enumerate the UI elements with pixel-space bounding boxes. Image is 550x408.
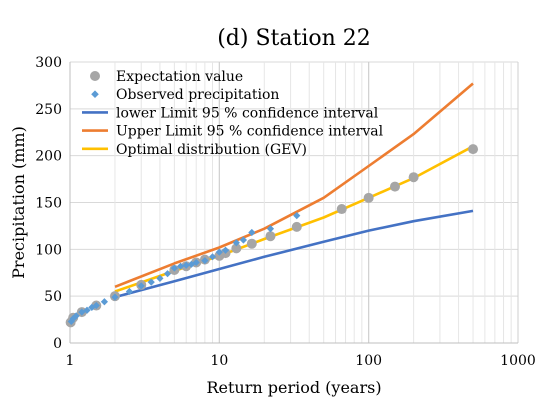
legend-label: Upper Limit 95 % confidence interval bbox=[116, 124, 384, 140]
observed-point bbox=[170, 264, 178, 272]
grid bbox=[69, 61, 519, 344]
y-tick-label: 300 bbox=[35, 55, 62, 71]
x-axis-label: Return period (years) bbox=[206, 378, 381, 397]
series-line bbox=[114, 209, 474, 299]
observed-point bbox=[208, 253, 217, 261]
observed-point bbox=[78, 308, 86, 316]
observed-point bbox=[92, 301, 100, 310]
legend-label: lower Limit 95 % confidence interval bbox=[116, 105, 379, 121]
legend-swatch-circle bbox=[90, 71, 100, 81]
observed-point bbox=[147, 278, 155, 286]
observed-point bbox=[248, 228, 256, 237]
y-tick-label: 250 bbox=[35, 102, 62, 118]
expectation-point bbox=[291, 221, 302, 232]
observed-point bbox=[125, 287, 134, 296]
y-axis-label: Precipitation (mm) bbox=[9, 126, 28, 279]
observed-point bbox=[192, 258, 200, 267]
legend-label: Observed precipitation bbox=[116, 87, 279, 103]
legend-swatch-diamond bbox=[91, 90, 99, 98]
y-tick-label: 50 bbox=[44, 289, 62, 305]
expectation-point bbox=[408, 172, 419, 183]
observed-point bbox=[83, 306, 91, 314]
observed-point bbox=[100, 298, 109, 306]
expectation-point bbox=[265, 231, 276, 242]
legend-label: Optimal distribution (GEV) bbox=[116, 142, 307, 158]
y-tick-label: 200 bbox=[35, 149, 62, 165]
legend: Expectation value Observed precipitation l… bbox=[82, 69, 384, 158]
observed-point bbox=[156, 274, 164, 282]
observed-point bbox=[201, 256, 209, 265]
series-layer bbox=[65, 82, 479, 328]
y-tick-label: 0 bbox=[53, 336, 62, 352]
y-tick-label: 150 bbox=[35, 196, 62, 212]
x-tick-label: 100 bbox=[355, 353, 382, 369]
expectation-point bbox=[363, 192, 374, 203]
axes bbox=[69, 62, 518, 344]
observed-point bbox=[163, 270, 172, 278]
chart-title: (d) Station 22 bbox=[217, 26, 371, 51]
tick-labels: 0 50 100 150 200 250 300 1 10 100 1000 bbox=[35, 55, 536, 369]
observed-point bbox=[72, 312, 80, 320]
y-tick-label: 100 bbox=[35, 242, 62, 258]
observed-point bbox=[215, 248, 223, 256]
expectation-point bbox=[389, 181, 400, 192]
observed-point bbox=[221, 246, 230, 254]
observed-point bbox=[182, 261, 190, 269]
observed-point bbox=[111, 293, 119, 301]
observed-point bbox=[266, 225, 275, 233]
expectation-point bbox=[336, 204, 347, 215]
legend-label: Expectation value bbox=[116, 69, 243, 85]
observed-point bbox=[232, 239, 240, 247]
x-tick-label: 10 bbox=[210, 353, 228, 369]
x-tick-label: 1 bbox=[66, 353, 75, 369]
x-tick-label: 1000 bbox=[500, 353, 536, 369]
observed-point bbox=[239, 236, 248, 244]
series-line bbox=[114, 82, 474, 289]
expectation-point bbox=[231, 243, 242, 254]
observed-point bbox=[137, 282, 145, 290]
observed-point bbox=[176, 262, 185, 270]
expectation-point bbox=[468, 144, 479, 155]
observed-point bbox=[88, 303, 96, 312]
expectation-point bbox=[246, 238, 257, 249]
observed-point bbox=[293, 212, 301, 220]
